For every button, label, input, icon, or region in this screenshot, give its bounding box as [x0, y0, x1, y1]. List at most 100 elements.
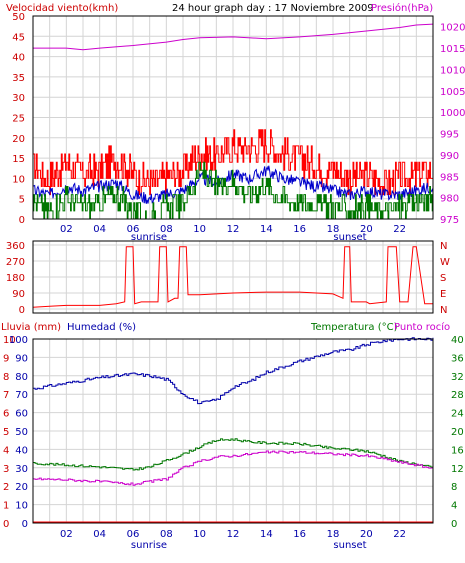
p2-y-tick-0: 0 — [19, 305, 25, 316]
humidity-label: Humedad (%) — [67, 322, 136, 333]
wind-low-line — [33, 161, 434, 220]
p1-sunrise-label: sunrise — [131, 232, 167, 243]
p3-temp-tick-28: 28 — [451, 390, 464, 401]
p3-humidity-tick-40: 40 — [15, 445, 28, 456]
wind-direction-line — [32, 246, 433, 308]
p1-x-tick-04: 04 — [93, 224, 106, 235]
p3-temp-tick-20: 20 — [451, 427, 464, 438]
p3-temp-tick-8: 8 — [451, 482, 457, 493]
p3-rain-tick-5: 5 — [3, 427, 9, 438]
p1-y-left-tick-40: 40 — [12, 53, 25, 64]
p1-y-right-tick-1005: 1005 — [440, 87, 465, 98]
chart-title: 24 hour graph day : 17 Noviembre 2009 — [172, 3, 374, 14]
p3-x-tick-16: 16 — [293, 529, 306, 540]
p3-temp-tick-4: 4 — [451, 501, 457, 512]
p3-sunrise-label: sunrise — [131, 540, 167, 551]
p3-rain-tick-2: 2 — [3, 482, 9, 493]
p3-rain-tick-7: 7 — [3, 390, 9, 401]
p3-humidity-tick-100: 100 — [9, 335, 28, 346]
p3-humidity-tick-60: 60 — [15, 409, 28, 420]
p2-compass-1: W — [440, 257, 450, 268]
pressure-line — [33, 23, 434, 51]
p1-x-tick-12: 12 — [227, 224, 240, 235]
p1-y-right-tick-1000: 1000 — [440, 108, 465, 119]
p3-x-tick-20: 20 — [360, 529, 373, 540]
p3-rain-tick-0: 0 — [3, 519, 9, 530]
p3-humidity-tick-0: 0 — [22, 519, 28, 530]
p3-temp-tick-40: 40 — [451, 335, 464, 346]
humidity-temperature-panel: 0123456789100102030405060708090100048121… — [3, 335, 464, 551]
p1-y-left-tick-15: 15 — [12, 154, 25, 165]
p3-humidity-tick-80: 80 — [15, 372, 28, 383]
p2-y-tick-270: 270 — [6, 257, 25, 268]
p1-x-tick-20: 20 — [360, 224, 373, 235]
p3-temp-tick-16: 16 — [451, 445, 464, 456]
humidity-line — [33, 337, 434, 405]
p3-x-tick-06: 06 — [127, 529, 140, 540]
p3-x-tick-02: 02 — [60, 529, 73, 540]
temperature-label: Temperatura (°C) — [310, 322, 398, 333]
rain-label: Lluvia (mm) — [1, 322, 61, 333]
p1-y-right-tick-975: 975 — [440, 215, 459, 226]
p3-x-tick-12: 12 — [227, 529, 240, 540]
p3-x-tick-22: 22 — [393, 529, 406, 540]
p3-x-tick-18: 18 — [327, 529, 340, 540]
p1-x-tick-14: 14 — [260, 224, 273, 235]
p2-compass-3: E — [440, 289, 446, 300]
p2-compass-2: S — [440, 273, 446, 284]
dewpoint-line — [33, 450, 434, 486]
p1-y-right-tick-1015: 1015 — [440, 44, 465, 55]
wind-speed-label: Velocidad viento(kmh) — [6, 3, 118, 14]
p1-y-right-tick-1020: 1020 — [440, 23, 465, 34]
p1-y-left-tick-35: 35 — [12, 73, 25, 84]
p1-y-left-tick-30: 30 — [12, 93, 25, 104]
p3-sunset-label: sunset — [333, 540, 366, 551]
p1-x-tick-22: 22 — [393, 224, 406, 235]
p1-x-tick-10: 10 — [193, 224, 206, 235]
p3-x-tick-14: 14 — [260, 529, 273, 540]
p3-frame — [32, 338, 434, 524]
dewpoint-label: Punto rocío — [394, 321, 450, 333]
p2-y-tick-360: 360 — [6, 241, 25, 252]
p3-rain-tick-4: 4 — [3, 445, 9, 456]
p2-compass-0: N — [440, 241, 447, 252]
p2-y-tick-180: 180 — [6, 273, 25, 284]
p2-compass-4: N — [440, 305, 447, 316]
p1-sunset-label: sunset — [333, 232, 366, 243]
p3-rain-tick-10: 10 — [3, 335, 16, 346]
p3-x-tick-10: 10 — [193, 529, 206, 540]
p3-humidity-tick-70: 70 — [15, 390, 28, 401]
p1-x-tick-02: 02 — [60, 224, 73, 235]
p3-x-tick-04: 04 — [93, 529, 106, 540]
p1-y-left-tick-0: 0 — [19, 215, 25, 226]
p3-temp-tick-32: 32 — [451, 372, 464, 383]
p2-frame — [32, 240, 434, 314]
p1-y-left-tick-20: 20 — [12, 134, 25, 145]
p1-y-left-tick-50: 50 — [12, 12, 25, 23]
p3-humidity-tick-90: 90 — [15, 353, 28, 364]
p1-x-tick-16: 16 — [293, 224, 306, 235]
p1-x-tick-18: 18 — [327, 224, 340, 235]
p3-rain-tick-3: 3 — [3, 464, 9, 475]
p1-y-right-tick-995: 995 — [440, 130, 459, 141]
wind-pressure-panel: 0510152025303540455097598098599099510001… — [12, 12, 465, 243]
p3-humidity-tick-20: 20 — [15, 482, 28, 493]
p1-y-left-tick-10: 10 — [12, 174, 25, 185]
pressure-label: Presión(hPa) — [371, 2, 433, 14]
p3-temp-tick-36: 36 — [451, 353, 464, 364]
p1-x-tick-08: 08 — [160, 224, 173, 235]
p3-x-tick-08: 08 — [160, 529, 173, 540]
temperature-line — [33, 438, 434, 471]
p3-temp-tick-24: 24 — [451, 409, 464, 420]
p1-y-left-tick-45: 45 — [12, 32, 25, 43]
p3-humidity-tick-30: 30 — [15, 464, 28, 475]
p1-y-right-tick-985: 985 — [440, 172, 459, 183]
p3-humidity-tick-50: 50 — [15, 427, 28, 438]
p1-y-left-tick-5: 5 — [19, 195, 25, 206]
p1-y-right-tick-990: 990 — [440, 151, 459, 162]
p1-y-right-tick-1010: 1010 — [440, 65, 465, 76]
p1-frame — [32, 15, 434, 220]
p3-rain-tick-1: 1 — [3, 501, 9, 512]
